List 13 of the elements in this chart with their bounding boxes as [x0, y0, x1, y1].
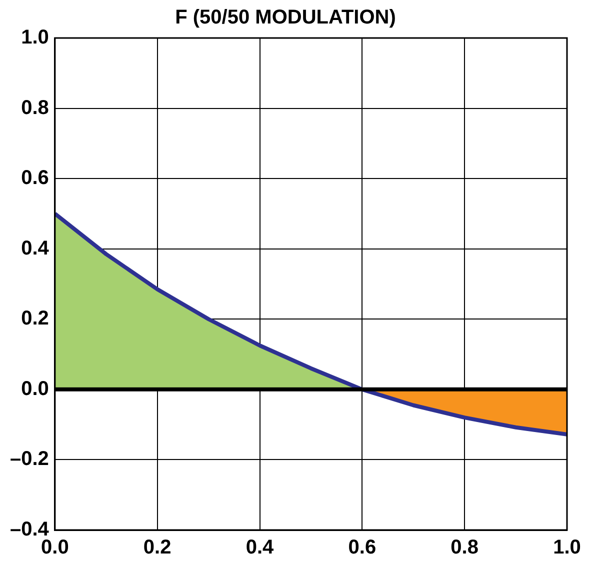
chart-title: F (50/50 MODULATION) — [175, 6, 396, 29]
y-tick-label: 0.6 — [21, 167, 49, 190]
y-tick-label: –0.2 — [10, 448, 49, 470]
x-tick-label: 0.6 — [348, 536, 376, 559]
y-tick-label: 1.0 — [21, 26, 49, 49]
x-tick-label: 0.2 — [143, 536, 172, 559]
y-tick-label: 0.0 — [21, 378, 49, 400]
x-tick-label: 0.8 — [450, 536, 478, 559]
y-tick-label: 0.4 — [21, 237, 50, 260]
x-tick-label: 1.0 — [553, 536, 581, 559]
x-tick-label: 0.4 — [246, 536, 275, 559]
y-tick-label: 0.8 — [21, 96, 49, 119]
y-tick-label: 0.2 — [21, 308, 49, 330]
